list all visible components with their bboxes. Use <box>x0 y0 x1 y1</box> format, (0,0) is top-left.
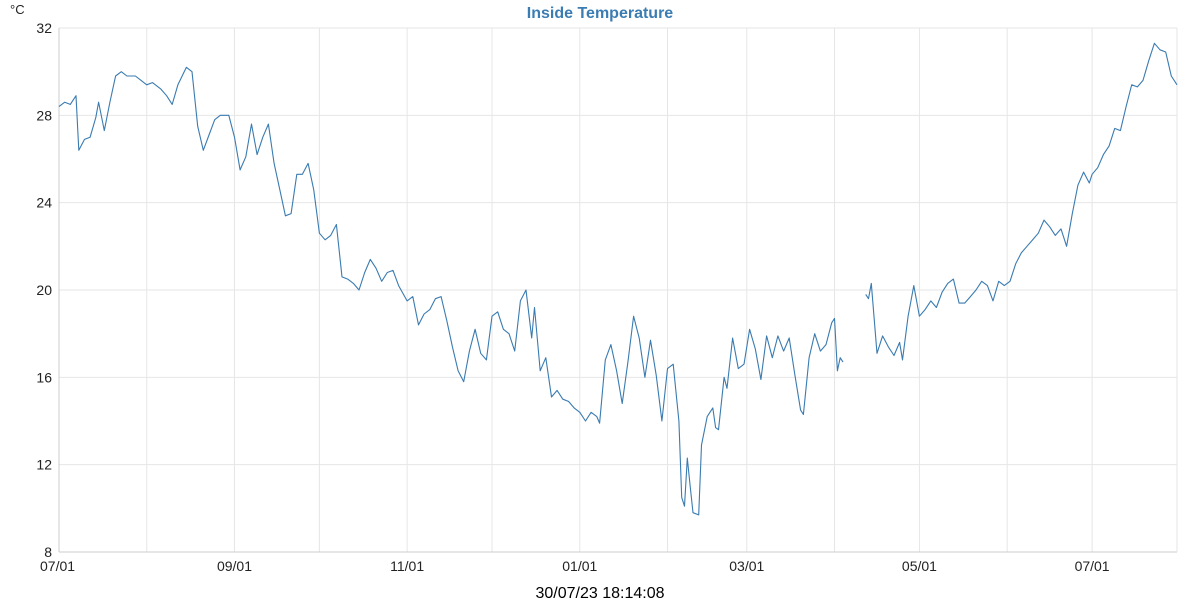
x-tick-label: 05/01 <box>902 558 937 574</box>
axis-layer <box>58 28 1178 553</box>
y-tick-label: 28 <box>36 107 52 123</box>
y-axis-unit-label: °C <box>10 2 25 17</box>
x-tick-label: 07/01 <box>40 558 75 574</box>
y-tick-label: 20 <box>36 282 52 298</box>
y-tick-label: 32 <box>36 20 52 36</box>
x-tick-label: 01/01 <box>562 558 597 574</box>
x-tick-label: 03/01 <box>729 558 764 574</box>
y-tick-label: 16 <box>36 369 52 385</box>
tick-labels: 8 12 16 20 24 28 32 07/01 09/01 11/01 01/01 03/01 05… <box>36 20 1109 574</box>
grid-layer <box>58 27 1177 553</box>
x-tick-label: 07/01 <box>1075 558 1110 574</box>
footer-timestamp: 30/07/23 18:14:08 <box>535 585 664 600</box>
chart-title: Inside Temperature <box>527 5 674 22</box>
y-tick-label: 12 <box>36 457 52 473</box>
series-layer <box>58 42 1178 516</box>
x-tick-label: 09/01 <box>217 558 252 574</box>
y-tick-label: 8 <box>44 544 52 560</box>
y-tick-label: 24 <box>36 195 52 211</box>
temperature-series-line <box>58 66 844 516</box>
x-tick-label: 11/01 <box>390 558 424 574</box>
temperature-series-line <box>865 42 1178 361</box>
